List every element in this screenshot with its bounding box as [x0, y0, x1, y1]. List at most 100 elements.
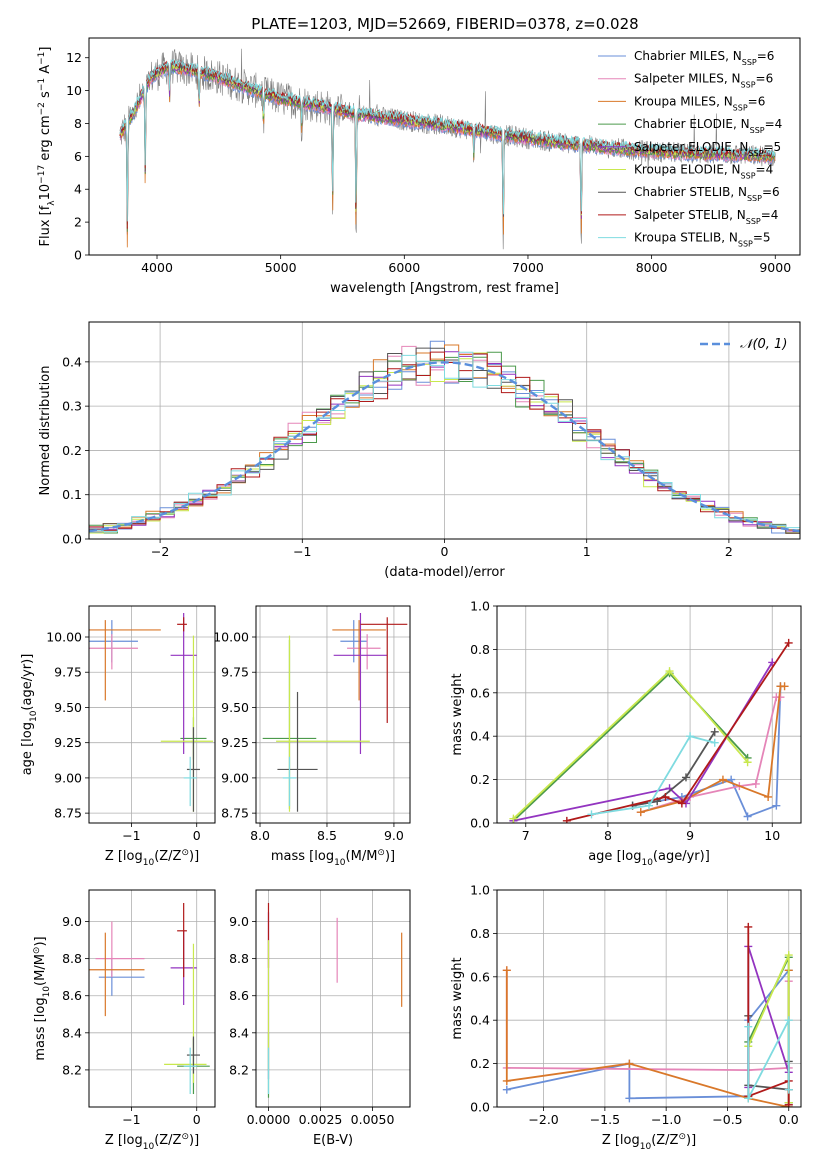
x-axis-label: Z [log10(Z/Z⊙)] [105, 1132, 199, 1152]
weights-salpeter-stelib [562, 638, 793, 823]
x-tick-label: 0 [441, 544, 449, 559]
mass-weight-vs-z-panel: −2.0 −1.5 −1.0 −0.5 0.0 0.0 0.2 0.4 0.6 0.8 1.0 Z [… [450, 883, 802, 1152]
axes-frame [255, 889, 411, 1108]
weights-salpeter-elodie [509, 658, 777, 823]
weight-marker [665, 667, 674, 676]
y-tick-label: 1.0 [470, 883, 490, 898]
mass-weight-vs-age-panel: 7 8 9 10 0.0 0.2 0.4 0.6 0.8 1.0 age [log10(age/yr… [450, 599, 802, 868]
legend-entry: Chabrier STELIB, NSSP=6 [634, 185, 780, 203]
y-tick-label: 10 [66, 83, 82, 98]
x-axis-label: wavelength [Angstrom, rest frame] [330, 281, 559, 296]
x-axis-label: mass [log10(M/M⊙)] [271, 848, 395, 868]
plot-area [89, 613, 214, 812]
y-tick-label: 9.25 [54, 735, 82, 750]
y-axis-label: Normed distribution [38, 366, 53, 496]
errorbar-kroupa-miles [89, 932, 145, 1017]
y-tick-label: 2 [74, 215, 82, 230]
x-tick-label: −1 [122, 1112, 140, 1127]
weight-marker [625, 1059, 634, 1068]
model-spectrum-kroupa-stelib [119, 59, 776, 222]
y-tick-label: 9.00 [221, 770, 249, 785]
x-tick-label: −2 [151, 544, 169, 559]
x-tick-label: −2.0 [528, 1112, 558, 1127]
weight-marker [751, 779, 760, 788]
weight-marker [509, 814, 518, 823]
errorbar-salpeter-miles [95, 921, 145, 978]
x-tick-label: 8000 [636, 260, 668, 275]
weight-marker [744, 922, 753, 931]
errorbar-salpeter-stelib [177, 902, 187, 978]
weight-marker [784, 951, 793, 960]
spectrum-legend: Chabrier MILES, NSSP=6 Salpeter MILES, NS… [598, 49, 782, 248]
errorbar-kroupa-elodie [164, 943, 207, 1083]
legend-entry: Kroupa MILES, NSSP=6 [634, 94, 765, 112]
spectrum-panel: 4000 5000 6000 7000 8000 9000 0 2 4 6 8 10 12 wavelen… [37, 37, 801, 296]
x-tick-label: 7000 [512, 260, 544, 275]
axes-frame [255, 605, 411, 824]
residuals-panel: −2 −1 0 1 2 0.0 0.1 0.2 0.3 0.4 (data-model)/error… [38, 321, 801, 580]
histogram-kroupa-stelib [89, 351, 800, 534]
weight-marker [764, 792, 773, 801]
weight-marker [645, 801, 653, 810]
x-tick-label: 6000 [388, 260, 420, 275]
weight-marker [661, 792, 670, 801]
y-tick-label: 6 [74, 149, 82, 164]
weight-marker [502, 1085, 511, 1094]
plot-area [509, 638, 793, 823]
errorbar-salpeter-elodie [170, 613, 197, 754]
x-tick-label: 0.0000 [247, 1112, 291, 1127]
x-axis-label: E(B-V) [313, 1133, 353, 1148]
x-tick-label: 8 [604, 828, 612, 843]
y-axis-label: mass [log10(M/M⊙)] [32, 936, 52, 1060]
legend-entry: Chabrier MILES, NSSP=6 [634, 49, 774, 67]
age-vs-mass-panel: 8.0 8.5 9.0 8.75 9.00 9.25 9.50 9.75 10.00 mass [… [213, 605, 411, 868]
weight-marker [784, 1100, 793, 1107]
errorbar-salpeter-elodie [333, 613, 388, 754]
errorbar-salpeter-stelib [360, 617, 408, 723]
y-tick-label: 0.4 [470, 729, 490, 744]
axes-frame [88, 605, 216, 824]
mass-vs-z-panel: −1 0 8.2 8.4 8.6 8.8 9.0 Z [log10(Z/Z⊙)] mass [l… [32, 889, 216, 1152]
x-tick-label: 9.0 [384, 828, 404, 843]
x-tick-label: −0.5 [712, 1112, 742, 1127]
weight-marker [718, 775, 727, 784]
y-tick-label: 12 [66, 50, 82, 65]
x-tick-label: −1.0 [651, 1112, 681, 1127]
errorbar-kroupa-elodie [160, 635, 214, 812]
weight-marker [772, 801, 781, 810]
y-tick-label: 4 [74, 182, 82, 197]
y-tick-label: 9.25 [221, 735, 249, 750]
weight-marker [636, 808, 645, 817]
x-tick-label: 9000 [759, 260, 791, 275]
y-tick-label: 0.4 [470, 1013, 490, 1028]
weight-marker [710, 727, 719, 736]
plot-area [89, 340, 800, 538]
y-tick-label: 0.0 [470, 1100, 490, 1115]
x-tick-label: −1.5 [590, 1112, 620, 1127]
y-tick-label: 0.2 [470, 1056, 490, 1071]
x-tick-label: 0.0 [779, 1112, 799, 1127]
errorbar-kroupa-elodie [276, 635, 370, 812]
errorbar-kroupa-stelib [282, 756, 297, 807]
weight-marker [744, 1022, 753, 1031]
weight-marker [784, 638, 793, 647]
normal-reference-curve [89, 361, 800, 533]
weight-marker [502, 1076, 511, 1085]
weight-marker [562, 816, 571, 823]
y-tick-label: 0.3 [62, 399, 82, 414]
x-axis-label: Z [log10(Z/Z⊙)] [602, 1132, 696, 1152]
axes-frame [88, 889, 216, 1108]
y-tick-label: 0.1 [62, 487, 82, 502]
y-tick-label: 9.00 [54, 770, 82, 785]
weight-marker [784, 1016, 793, 1025]
y-tick-label: 8.4 [62, 1025, 82, 1040]
weights-chabrier-stelib [628, 727, 719, 810]
x-axis-label: Z [log10(Z/Z⊙)] [105, 848, 199, 868]
y-tick-label: 0.8 [470, 642, 490, 657]
y-tick-label: 9.0 [229, 914, 249, 929]
x-tick-label: 5000 [265, 260, 297, 275]
weights-kroupa-elodie [509, 667, 752, 823]
x-tick-label: 0.0050 [351, 1112, 395, 1127]
y-tick-label: 10.00 [46, 630, 82, 645]
y-tick-label: 0.2 [470, 772, 490, 787]
